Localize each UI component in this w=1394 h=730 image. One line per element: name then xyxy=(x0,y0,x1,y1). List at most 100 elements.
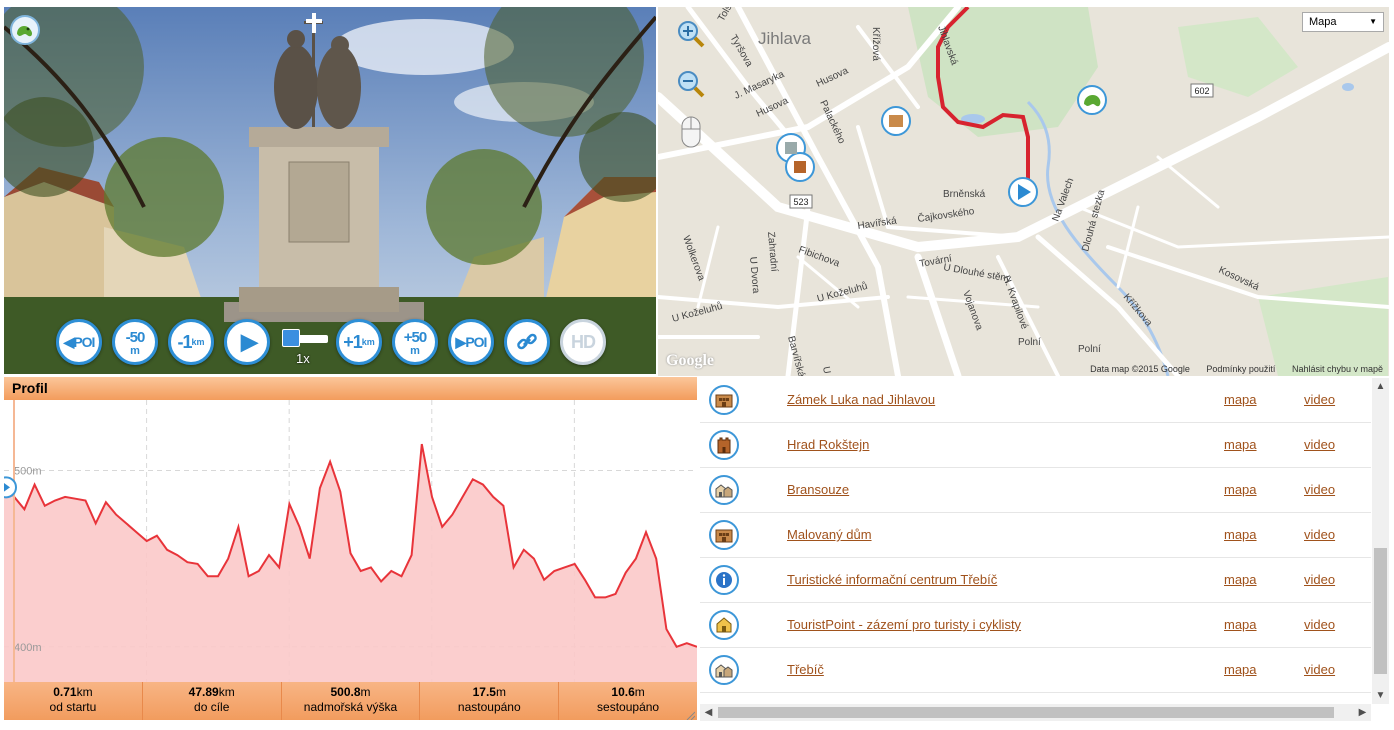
street-label: U xyxy=(820,366,832,375)
street-label: Polní xyxy=(1078,344,1101,355)
play-button[interactable]: ▶ xyxy=(224,319,270,365)
poi-name-link[interactable]: Bransouze xyxy=(787,482,850,497)
poi-video-link[interactable]: video xyxy=(1304,392,1336,407)
map-data-credit: Data map ©2015 Google xyxy=(1090,364,1190,374)
link-icon xyxy=(517,333,537,350)
poi-video-link[interactable]: video xyxy=(1304,482,1336,497)
poi-name-link[interactable]: Zámek Luka nad Jihlavou xyxy=(787,392,936,407)
zoom-in-button[interactable] xyxy=(676,19,706,49)
poi-name-link[interactable]: Malovaný dům xyxy=(787,527,872,542)
zoom-in-icon xyxy=(678,21,705,48)
forward-1km-button[interactable]: +1 km xyxy=(336,319,382,365)
poi-map-link[interactable]: mapa xyxy=(1224,617,1257,632)
poi-video-link[interactable]: video xyxy=(1304,617,1336,632)
elevation-chart[interactable]: 500m 400m xyxy=(4,400,697,682)
link-button[interactable] xyxy=(504,319,550,365)
scroll-left-icon[interactable]: ◀ xyxy=(704,707,713,718)
map-type-select[interactable]: Mapa ▼ xyxy=(1302,12,1384,32)
vertical-scrollbar[interactable]: ▲ ▼ xyxy=(1372,378,1389,704)
profile-stats: 0.71km od startu 47.89km do cíle 500.8m … xyxy=(4,682,697,720)
stat-ascent: 17.5m nastoupáno xyxy=(420,682,560,720)
list-item: Turistické informační centrum Třebíč mapa… xyxy=(700,558,1371,603)
street-label: Brněnská xyxy=(943,189,986,200)
poi-map-link[interactable]: mapa xyxy=(1224,662,1257,677)
city-label: Jihlava xyxy=(758,29,811,48)
list-item: Třebíč mapa video xyxy=(700,648,1371,693)
poi-list-panel: Zámek Luka nad Jihlavou mapa video Hrad Rok… xyxy=(700,378,1389,723)
palace-icon xyxy=(709,520,739,550)
poi-map-link[interactable]: mapa xyxy=(1224,437,1257,452)
street-label: Křížová xyxy=(870,27,881,61)
list-item: Hrad Rokštejn mapa video xyxy=(700,423,1371,468)
scroll-up-icon[interactable]: ▲ xyxy=(1375,381,1386,392)
scroll-right-icon[interactable]: ▶ xyxy=(1358,707,1367,718)
road-badge-602: 602 xyxy=(1194,86,1209,96)
chameleon-logo-icon[interactable] xyxy=(10,15,40,45)
stat-from-start: 0.71km od startu xyxy=(4,682,143,720)
map-canvas: 523 602 Jihlava Tolstého Tyršova J. Masa… xyxy=(658,7,1389,376)
poi-map-link[interactable]: mapa xyxy=(1224,392,1257,407)
house-icon xyxy=(709,610,739,640)
list-item: Zámek Luka nad Jihlavou mapa video xyxy=(700,378,1371,423)
castle-icon xyxy=(709,430,739,460)
map-report-link[interactable]: Nahlásit chybu v mapě xyxy=(1291,364,1383,374)
chevron-down-icon: ▼ xyxy=(1369,17,1377,26)
poi-name-link[interactable]: Hrad Rokštejn xyxy=(787,437,870,452)
forward-50m-button[interactable]: +50 m xyxy=(392,319,438,365)
stat-to-finish: 47.89km do cíle xyxy=(143,682,282,720)
poi-name-link[interactable]: TouristPoint - zázemí pro turisty i cykl… xyxy=(787,617,1022,632)
next-poi-button[interactable]: ▶POI xyxy=(448,319,494,365)
speed-slider-thumb[interactable] xyxy=(282,329,300,347)
stat-descent: 10.6m sestoupáno xyxy=(597,685,660,714)
poi-video-link[interactable]: video xyxy=(1304,662,1336,677)
horizontal-scrollbar[interactable]: ◀ ▶ xyxy=(700,704,1371,721)
list-item: Malovaný dům mapa video xyxy=(700,513,1371,558)
hd-button[interactable]: HD xyxy=(560,319,606,365)
mouse-icon xyxy=(680,115,702,149)
list-item: Bransouze mapa video xyxy=(700,468,1371,513)
profile-title: Profil xyxy=(4,377,697,400)
palace-icon xyxy=(709,385,739,415)
zoom-out-button[interactable] xyxy=(676,69,706,99)
back-50m-button[interactable]: -50 m xyxy=(112,319,158,365)
elevation-area xyxy=(4,444,697,682)
poi-video-link[interactable]: video xyxy=(1304,572,1336,587)
poi-video-link[interactable]: video xyxy=(1304,437,1336,452)
street-label: Zahradní xyxy=(765,231,779,272)
horizontal-scroll-thumb[interactable] xyxy=(718,707,1334,718)
y-tick-label: 500m xyxy=(14,466,42,478)
vertical-scroll-thumb[interactable] xyxy=(1374,548,1387,674)
street-label: U Dvora xyxy=(747,256,761,294)
prev-poi-button[interactable]: ◀POI xyxy=(56,319,102,365)
video-player[interactable]: ◀POI -50 m -1 km ▶ 1x +1 km xyxy=(4,7,656,374)
poi-map-link[interactable]: mapa xyxy=(1224,482,1257,497)
info-icon xyxy=(709,565,739,595)
y-tick-label: 400m xyxy=(14,642,42,654)
elevation-profile-panel: Profil 500m 400m 0.71km od startu 47.89km… xyxy=(4,377,697,722)
resize-grip-icon[interactable] xyxy=(685,710,695,720)
speed-slider[interactable] xyxy=(282,325,328,349)
poi-map-link[interactable]: mapa xyxy=(1224,527,1257,542)
road-badge-523: 523 xyxy=(793,197,808,207)
video-frame xyxy=(4,7,656,374)
poi-list: Zámek Luka nad Jihlavou mapa video Hrad Rok… xyxy=(700,378,1371,704)
scroll-down-icon[interactable]: ▼ xyxy=(1375,690,1386,701)
poi-name-link[interactable]: Třebíč xyxy=(787,662,824,677)
speed-label: 1x xyxy=(296,351,310,366)
poi-name-link[interactable]: Turistické informační centrum Třebíč xyxy=(787,572,998,587)
google-logo: Google xyxy=(666,352,714,369)
poi-map-link[interactable]: mapa xyxy=(1224,572,1257,587)
play-icon xyxy=(4,483,10,492)
map-footer: Data map ©2015 Google Podmínky použití N… xyxy=(1076,364,1383,374)
map-view[interactable]: 523 602 Jihlava Tolstého Tyršova J. Masa… xyxy=(658,7,1389,376)
map-terms-link[interactable]: Podmínky použití xyxy=(1206,364,1276,374)
back-1km-button[interactable]: -1 km xyxy=(168,319,214,365)
video-controls: ◀POI -50 m -1 km ▶ 1x +1 km xyxy=(4,319,656,369)
street-label: Polní xyxy=(1018,337,1041,348)
list-item: TouristPoint - zázemí pro turisty i cykl… xyxy=(700,603,1371,648)
poi-video-link[interactable]: video xyxy=(1304,527,1336,542)
street-label: Havířská xyxy=(857,216,898,232)
stat-altitude: 500.8m nadmořská výška xyxy=(282,682,421,720)
map-type-value: Mapa xyxy=(1309,16,1337,28)
